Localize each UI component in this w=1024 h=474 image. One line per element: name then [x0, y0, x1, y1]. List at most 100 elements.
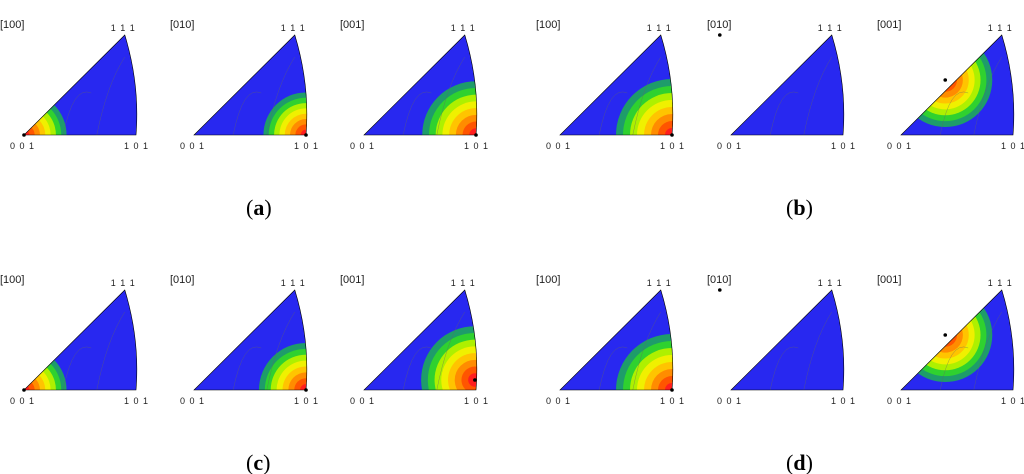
- pole-figure-outline: [23, 34, 138, 136]
- intensity-contours: [616, 334, 673, 390]
- pole-figure-panel: [100] 1 1 1 0 0 1 1 0 1: [0, 19, 149, 151]
- pole-figure-panel: [100] 1 1 1 0 0 1 1 0 1: [536, 274, 685, 406]
- pole-figure-grid-lines: [402, 56, 466, 135]
- corner-label-right: 1 0 1: [1001, 396, 1024, 406]
- panel-caption: (b): [786, 195, 813, 220]
- pole-figure-panel: [010] 1 1 1 0 0 1 1 0 1: [707, 274, 856, 406]
- direction-label: [100]: [0, 274, 24, 286]
- corner-label-top: 1 1 1: [281, 23, 306, 33]
- pole-figure-outline: [900, 34, 1015, 136]
- direction-label: [010]: [170, 19, 194, 31]
- corner-label-right: 1 0 1: [124, 396, 149, 406]
- contour-level: [295, 124, 307, 135]
- pole-figure-background: [731, 35, 844, 135]
- corner-label-left: 0 0 1: [546, 396, 571, 406]
- pole-figure-outline: [730, 289, 845, 391]
- corner-label-top: 1 1 1: [451, 278, 476, 288]
- corner-label-right: 1 0 1: [660, 396, 685, 406]
- pole-figure-grid-lines: [232, 56, 296, 135]
- peak-marker: [473, 378, 477, 382]
- corner-label-top: 1 1 1: [988, 23, 1013, 33]
- peak-marker: [22, 388, 26, 392]
- contour-level: [658, 376, 673, 390]
- pole-figure-grid-lines: [598, 56, 662, 135]
- corner-label-right: 1 0 1: [124, 141, 149, 151]
- grid-arc: [96, 311, 126, 390]
- contour-level: [731, 35, 774, 89]
- panel-caption: (c): [246, 450, 270, 474]
- corner-label-right: 1 0 1: [831, 396, 856, 406]
- pole-figure-outline: [730, 34, 845, 136]
- direction-label: [001]: [340, 274, 364, 286]
- pole-figure-panel: [010] 1 1 1 0 0 1 1 0 1: [170, 19, 319, 151]
- corner-label-right: 1 0 1: [464, 141, 489, 151]
- corner-label-right: 1 0 1: [294, 396, 319, 406]
- contour-level: [731, 35, 761, 76]
- peak-marker: [304, 133, 308, 137]
- peak-marker: [943, 333, 948, 337]
- grid-arc: [973, 311, 1003, 390]
- pole-figure-grid-lines: [939, 311, 1003, 390]
- corner-label-left: 0 0 1: [10, 141, 35, 151]
- corner-label-top: 1 1 1: [111, 23, 136, 33]
- contour-level: [658, 121, 673, 135]
- direction-label: [100]: [0, 19, 24, 31]
- pole-figure-outline: [363, 34, 478, 136]
- pole-figure-outline: [193, 289, 308, 391]
- direction-label: [100]: [536, 19, 560, 31]
- grid-arc: [803, 56, 833, 135]
- panel-caption: (a): [246, 195, 272, 220]
- corner-label-right: 1 0 1: [1001, 141, 1024, 151]
- grid-arc: [402, 91, 432, 135]
- corner-label-top: 1 1 1: [647, 23, 672, 33]
- pole-figure-grid-lines: [939, 56, 1003, 135]
- grid-arc: [232, 346, 262, 390]
- peak-marker: [718, 33, 722, 37]
- direction-label: [010]: [170, 274, 194, 286]
- corner-label-top: 1 1 1: [818, 278, 843, 288]
- pole-figure-outline: [23, 289, 138, 391]
- corner-label-left: 0 0 1: [180, 141, 205, 151]
- grid-arc: [62, 91, 92, 135]
- pole-figure-grid-lines: [402, 311, 466, 390]
- corner-label-left: 0 0 1: [887, 396, 912, 406]
- pole-figure-grid-lines: [62, 56, 126, 135]
- grid-arc: [769, 346, 799, 390]
- direction-label: [100]: [536, 274, 560, 286]
- contour-level: [731, 35, 767, 83]
- grid-arc: [939, 346, 969, 390]
- grid-arc: [266, 56, 296, 135]
- corner-label-left: 0 0 1: [546, 141, 571, 151]
- corner-label-left: 0 0 1: [10, 396, 35, 406]
- contour-level: [290, 119, 307, 135]
- pole-figure-outline: [900, 289, 1015, 391]
- contour-level: [651, 369, 673, 390]
- corner-label-top: 1 1 1: [988, 278, 1013, 288]
- pole-figure-grid-lines: [232, 311, 296, 390]
- pole-figure-outline: [363, 289, 478, 391]
- pole-figure-grid-lines: [62, 311, 126, 390]
- peak-marker: [474, 133, 478, 137]
- grid-arc: [266, 311, 296, 390]
- contour-level: [665, 383, 673, 390]
- pole-figure-panel: [001] 1 1 1 0 0 1 1 0 1: [877, 274, 1024, 406]
- grid-arc: [769, 91, 799, 135]
- grid-arc: [939, 91, 969, 135]
- corner-label-top: 1 1 1: [818, 23, 843, 33]
- corner-label-right: 1 0 1: [464, 396, 489, 406]
- corner-label-right: 1 0 1: [294, 141, 319, 151]
- pole-figure-panel: [001] 1 1 1 0 0 1 1 0 1: [340, 19, 489, 151]
- grid-arc: [402, 346, 432, 390]
- grid-arc: [232, 91, 262, 135]
- pole-figure-grid-lines: [769, 311, 833, 390]
- pole-figure-panel: [001] 1 1 1 0 0 1 1 0 1: [877, 19, 1024, 151]
- direction-label: [001]: [877, 19, 901, 31]
- corner-label-top: 1 1 1: [111, 278, 136, 288]
- pole-figure-outline: [559, 34, 674, 136]
- grid-arc: [803, 311, 833, 390]
- corner-label-left: 0 0 1: [180, 396, 205, 406]
- direction-label: [001]: [340, 19, 364, 31]
- grid-arc: [598, 346, 628, 390]
- peak-marker: [718, 288, 722, 292]
